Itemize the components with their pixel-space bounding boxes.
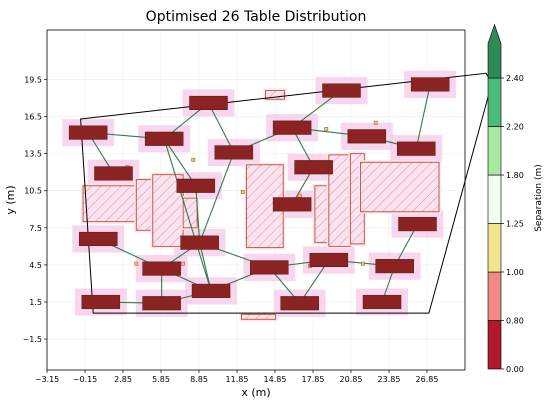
small-marker xyxy=(134,261,139,266)
colorbar-tick-label: 0.80 xyxy=(506,317,524,326)
x-tick-label: −0.15 xyxy=(73,375,98,384)
table xyxy=(68,125,108,140)
table xyxy=(272,120,312,135)
y-axis: −1.5 1.5 4.5 7.5 10.5 13.5 16.5 19.5 xyxy=(23,75,47,344)
table xyxy=(309,252,349,268)
connection-line xyxy=(195,185,201,243)
small-marker xyxy=(240,190,245,194)
obstacle xyxy=(360,161,440,213)
colorbar-tick-label: 1.80 xyxy=(506,171,524,180)
chart-title: Optimised 26 Table Distribution xyxy=(146,9,367,25)
x-tick-label: 17.85 xyxy=(302,375,325,384)
table xyxy=(94,166,133,181)
tables xyxy=(68,77,450,311)
colorbar-segment xyxy=(487,223,502,273)
obstacle xyxy=(135,179,154,231)
table xyxy=(410,77,450,92)
table xyxy=(214,145,254,160)
colorbar-tick-label: 1.00 xyxy=(506,268,524,277)
table xyxy=(294,160,333,175)
connection-line xyxy=(199,152,235,243)
obstacle xyxy=(240,313,277,320)
table xyxy=(180,235,219,250)
colorbar-tick-label: 1.25 xyxy=(506,220,524,229)
table xyxy=(142,296,181,311)
small-marker xyxy=(191,157,196,162)
table xyxy=(81,294,121,310)
connection-line xyxy=(163,138,197,187)
y-axis-label: y (m) xyxy=(4,185,17,214)
y-tick-label: 4.5 xyxy=(29,261,42,270)
colorbar: 0.00 0.80 1.00 1.25 1.80 2.20 2.40 xyxy=(487,23,524,374)
x-tick-label: 20.85 xyxy=(340,375,363,384)
x-axis-label: x (m) xyxy=(241,386,270,399)
colorbar-segment xyxy=(487,77,502,127)
small-marker xyxy=(373,120,378,125)
connection-line xyxy=(199,242,212,291)
obstacle xyxy=(82,185,141,223)
table xyxy=(250,260,289,275)
x-tick-label: 5.85 xyxy=(152,375,170,384)
x-tick-label: 26.85 xyxy=(416,375,439,384)
small-marker xyxy=(324,127,329,131)
table xyxy=(347,129,387,144)
x-tick-label: 2.85 xyxy=(114,375,132,384)
y-tick-label: 19.5 xyxy=(24,75,42,84)
colorbar-tick-label: 0.00 xyxy=(506,365,524,374)
table xyxy=(396,141,436,156)
y-tick-label: 16.5 xyxy=(24,113,42,122)
obstacle xyxy=(265,90,285,100)
small-marker xyxy=(297,193,302,198)
table xyxy=(362,294,402,310)
colorbar-segment xyxy=(487,23,502,79)
connection-line xyxy=(299,259,330,304)
y-tick-label: 10.5 xyxy=(24,187,42,196)
x-tick-label: 23.85 xyxy=(378,375,401,384)
table xyxy=(280,296,319,311)
table xyxy=(272,197,312,212)
x-tick-label: 11.85 xyxy=(226,375,249,384)
connection-line xyxy=(163,138,212,292)
y-tick-label: −1.5 xyxy=(23,335,42,344)
colorbar-tick-label: 2.40 xyxy=(506,74,524,83)
x-tick-label: 8.85 xyxy=(190,375,208,384)
colorbar-segment xyxy=(487,271,502,321)
y-tick-label: 13.5 xyxy=(24,150,42,159)
table xyxy=(144,131,184,146)
x-axis: −3.15 −0.15 2.85 5.85 8.85 11.85 14.85 17.85 20.… xyxy=(35,370,439,384)
table xyxy=(79,231,118,246)
colorbar-tick-label: 2.20 xyxy=(506,123,524,132)
colorbar-label: Separation (m) xyxy=(534,164,544,232)
colorbar-segment xyxy=(487,126,502,176)
table xyxy=(191,283,231,298)
y-tick-label: 1.5 xyxy=(29,298,42,307)
table xyxy=(322,83,361,98)
connection-line xyxy=(208,102,235,153)
y-tick-label: 7.5 xyxy=(29,224,42,233)
table xyxy=(176,178,216,193)
x-tick-label: 14.85 xyxy=(264,375,287,384)
x-tick-label: −3.15 xyxy=(35,375,60,384)
table xyxy=(142,261,181,276)
table xyxy=(375,259,414,274)
table xyxy=(189,95,228,110)
colorbar-segment xyxy=(487,320,502,370)
plot-frame xyxy=(46,29,466,371)
small-marker xyxy=(361,261,365,266)
table xyxy=(398,217,437,232)
connection-line xyxy=(415,84,431,149)
colorbar-segment xyxy=(487,174,502,224)
small-marker xyxy=(181,261,186,266)
